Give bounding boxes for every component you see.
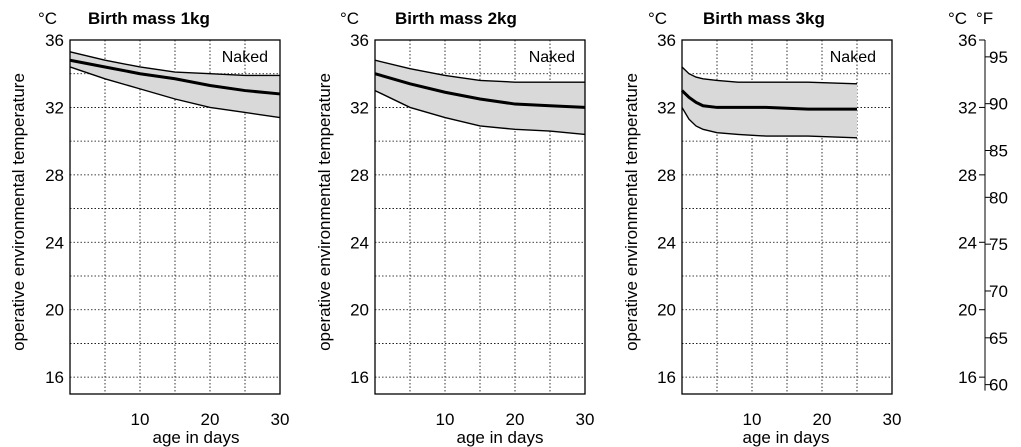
annotation-label: Naked bbox=[830, 49, 876, 66]
temperature-range-band bbox=[375, 60, 585, 135]
y-axis-label: operative environmental temperature bbox=[315, 73, 334, 351]
series-line-lower bbox=[681, 107, 858, 139]
x-tick-label: 30 bbox=[883, 410, 902, 429]
y-tick-label: 20 bbox=[350, 301, 369, 320]
x-tick-label: 10 bbox=[436, 410, 455, 429]
fahrenheit-tick-label: 90 bbox=[989, 95, 1008, 114]
y-tick-label: 16 bbox=[350, 368, 369, 387]
y-tick-label: 28 bbox=[350, 166, 369, 185]
x-axis-label: age in days bbox=[153, 428, 240, 447]
plot-frame bbox=[69, 39, 281, 395]
y-tick-label: 32 bbox=[657, 98, 676, 117]
annotation-label: Naked bbox=[222, 49, 268, 66]
fahrenheit-unit-label: °F bbox=[976, 9, 993, 28]
y-tick-label: 24 bbox=[657, 233, 676, 252]
series-line-middle bbox=[680, 89, 857, 111]
series-line-middle bbox=[69, 58, 281, 96]
panel-birth-mass-2kg: °C Birth mass 2kg Naked age in days oper… bbox=[315, 9, 594, 447]
fahrenheit-tick-label: 85 bbox=[989, 142, 1008, 161]
celsius-tick-label: 16 bbox=[958, 368, 977, 387]
x-tick-label: 20 bbox=[813, 410, 832, 429]
celsius-tick-label: 20 bbox=[958, 301, 977, 320]
chart-title: Birth mass 2kg bbox=[395, 9, 517, 28]
y-tick-label: 20 bbox=[657, 301, 676, 320]
grid bbox=[682, 40, 892, 394]
series-line-lower bbox=[374, 89, 586, 136]
temperature-range-band bbox=[70, 51, 280, 118]
y-unit-label: °C bbox=[340, 9, 359, 28]
fahrenheit-tick-label: 80 bbox=[989, 188, 1008, 207]
fahrenheit-tick-label: 60 bbox=[989, 376, 1008, 395]
plot-frame bbox=[681, 39, 893, 395]
x-tick-label: 20 bbox=[201, 410, 220, 429]
y-tick-label: 24 bbox=[45, 233, 64, 252]
y-axis-label: operative environmental temperature bbox=[9, 73, 28, 351]
y-tick-label: 20 bbox=[45, 301, 64, 320]
celsius-unit-label: °C bbox=[948, 9, 967, 28]
x-tick-label: 30 bbox=[271, 410, 290, 429]
series-line-middle bbox=[374, 72, 586, 109]
x-tick-label: 10 bbox=[743, 410, 762, 429]
series-line-upper bbox=[374, 59, 585, 83]
temperature-conversion-scale: °C °F 36 32 28 24 20 16 95 90 85 80 75 70 65 60 bbox=[948, 9, 1008, 395]
y-tick-label: 28 bbox=[45, 166, 64, 185]
y-unit-label: °C bbox=[38, 9, 57, 28]
y-axis-label: operative environmental temperature bbox=[622, 73, 641, 351]
chart-title: Birth mass 3kg bbox=[703, 9, 825, 28]
series-line-lower bbox=[69, 66, 281, 119]
x-tick-label: 30 bbox=[576, 410, 595, 429]
x-axis-label: age in days bbox=[457, 428, 544, 447]
plot-frame bbox=[374, 39, 586, 395]
y-tick-label: 16 bbox=[45, 368, 64, 387]
celsius-tick-label: 36 bbox=[958, 31, 977, 50]
y-tick-label: 32 bbox=[350, 98, 369, 117]
fahrenheit-tick-label: 70 bbox=[989, 282, 1008, 301]
y-tick-label: 32 bbox=[45, 98, 64, 117]
panel-birth-mass-1kg: °C Birth mass 1kg Naked age in days oper… bbox=[9, 9, 289, 447]
series-line-upper bbox=[681, 66, 858, 85]
grid bbox=[375, 40, 585, 394]
y-tick-label: 36 bbox=[657, 31, 676, 50]
celsius-tick-label: 28 bbox=[958, 166, 977, 185]
x-axis-label: age in days bbox=[743, 428, 830, 447]
y-tick-label: 36 bbox=[45, 31, 64, 50]
fahrenheit-tick-label: 65 bbox=[989, 329, 1008, 348]
celsius-tick-label: 32 bbox=[958, 98, 977, 117]
annotation-label: Naked bbox=[529, 49, 575, 66]
y-tick-label: 24 bbox=[350, 233, 369, 252]
chart-title: Birth mass 1kg bbox=[88, 9, 210, 28]
y-tick-label: 28 bbox=[657, 166, 676, 185]
fahrenheit-tick-label: 95 bbox=[989, 48, 1008, 67]
fahrenheit-tick-label: 75 bbox=[989, 235, 1008, 254]
temperature-range-band bbox=[682, 66, 857, 138]
y-tick-label: 16 bbox=[657, 368, 676, 387]
celsius-tick-label: 24 bbox=[958, 233, 977, 252]
x-tick-label: 20 bbox=[506, 410, 525, 429]
series-line-upper bbox=[69, 51, 280, 77]
y-tick-label: 36 bbox=[350, 31, 369, 50]
y-unit-label: °C bbox=[648, 9, 667, 28]
x-tick-label: 10 bbox=[131, 410, 150, 429]
panel-birth-mass-3kg: °C Birth mass 3kg Naked age in days oper… bbox=[622, 9, 901, 447]
